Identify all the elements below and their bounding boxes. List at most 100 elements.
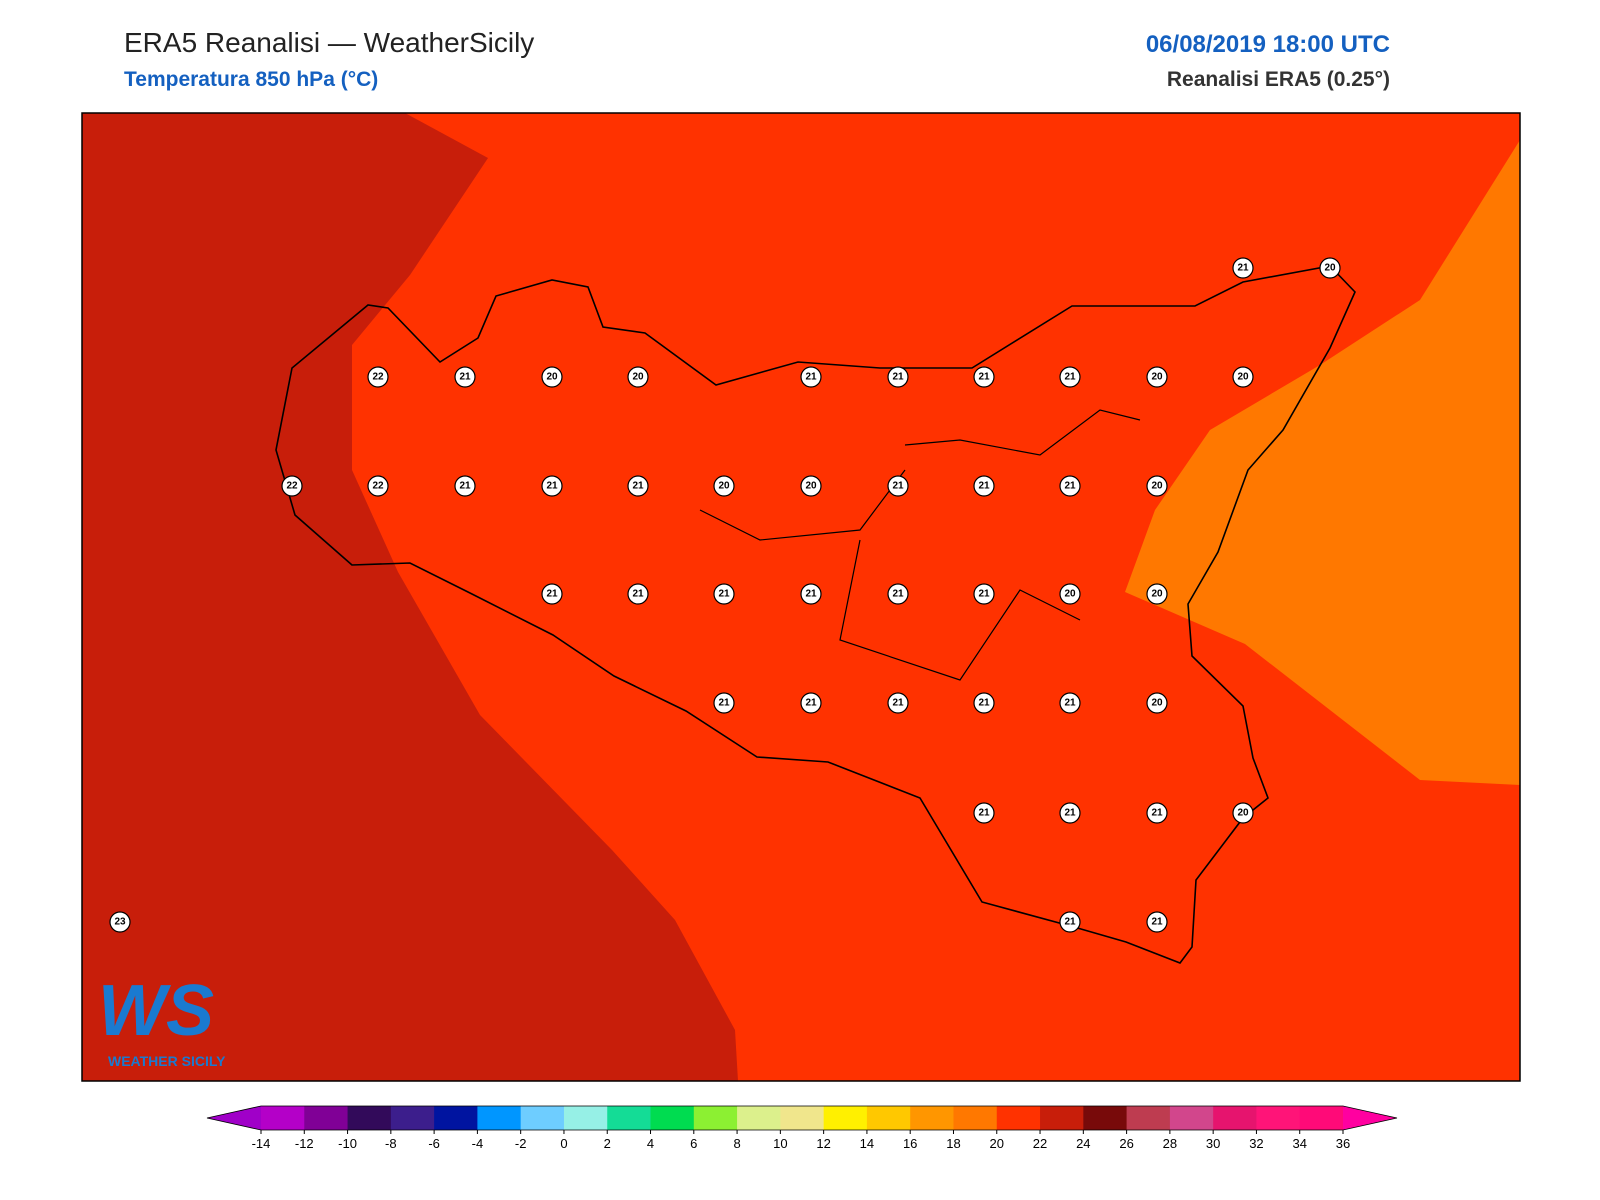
station-marker — [887, 475, 909, 497]
colorbar-tick-label: 32 — [1249, 1136, 1263, 1151]
datetime: 06/08/2019 18:00 UTC — [1146, 31, 1390, 58]
station: 20 — [713, 475, 735, 497]
station-marker — [1059, 911, 1081, 933]
map: 21 20 22 21 20 20 21 21 21 21 20 20 22 22 21 21 21 20 20 21… — [81, 112, 1521, 1082]
station-value: 20 — [1064, 589, 1076, 600]
station-marker — [1146, 802, 1168, 824]
colorbar-bin — [607, 1106, 652, 1130]
colorbar-bin — [996, 1106, 1041, 1130]
station-value: 21 — [978, 589, 990, 600]
station-value: 21 — [978, 372, 990, 383]
colorbar-bin — [477, 1106, 522, 1130]
station: 20 — [1232, 802, 1254, 824]
map-frame — [81, 112, 1521, 1082]
station-marker — [887, 366, 909, 388]
colorbar-bin — [737, 1106, 781, 1130]
station-marker — [1059, 583, 1081, 605]
station-value: 21 — [978, 698, 990, 709]
station-value: 20 — [632, 372, 644, 383]
colorbar-over — [1343, 1106, 1397, 1130]
colorbar-tick-label: 34 — [1292, 1136, 1306, 1151]
station-marker — [1059, 475, 1081, 497]
station-marker — [713, 583, 735, 605]
station-marker — [887, 692, 909, 714]
station: 21 — [973, 692, 995, 714]
logo-caption: WEATHER SICILY — [108, 1053, 226, 1069]
station-value: 21 — [1064, 698, 1076, 709]
zone-dark-red — [82, 113, 738, 1081]
logo-mark: WS — [98, 971, 214, 1051]
station: 21 — [887, 366, 909, 388]
station-marker — [973, 802, 995, 824]
station-marker — [1059, 366, 1081, 388]
station: 20 — [1146, 475, 1168, 497]
colorbar-tick-label: 24 — [1076, 1136, 1090, 1151]
colorbar-tick-label: 14 — [860, 1136, 874, 1151]
station-value: 21 — [892, 589, 904, 600]
colorbar-bin — [1126, 1106, 1171, 1130]
zone-orange — [1125, 140, 1520, 785]
source: Reanalisi ERA5 (0.25°) — [1167, 68, 1390, 91]
station: 20 — [1146, 366, 1168, 388]
station-marker — [454, 366, 476, 388]
colorbar-tick-label: 10 — [773, 1136, 787, 1151]
station: 21 — [1059, 802, 1081, 824]
station-value: 21 — [546, 589, 558, 600]
station-marker — [973, 475, 995, 497]
station-value: 20 — [1151, 481, 1163, 492]
colorbar-tick-label: -4 — [472, 1136, 484, 1151]
station-value: 21 — [805, 589, 817, 600]
station-value: 20 — [1324, 263, 1336, 274]
station-marker — [541, 475, 563, 497]
colorbar-tick-label: -10 — [338, 1136, 357, 1151]
station-value: 21 — [459, 481, 471, 492]
borders — [699, 409, 1141, 681]
colorbar-bin — [953, 1106, 998, 1130]
colorbar-under — [207, 1106, 261, 1130]
station: 22 — [367, 366, 389, 388]
station-marker — [1146, 911, 1168, 933]
colorbar-tick-label: 22 — [1033, 1136, 1047, 1151]
station-marker — [800, 692, 822, 714]
station-value: 21 — [892, 372, 904, 383]
station-marker — [800, 583, 822, 605]
station-marker — [1146, 475, 1168, 497]
station-value: 21 — [1064, 481, 1076, 492]
colorbar-bin — [866, 1106, 911, 1130]
station: 20 — [541, 366, 563, 388]
station: 21 — [800, 366, 822, 388]
station-marker — [713, 692, 735, 714]
colorbar-tick-label: 36 — [1336, 1136, 1350, 1151]
station-value: 20 — [805, 481, 817, 492]
station: 20 — [1146, 583, 1168, 605]
station: 22 — [367, 475, 389, 497]
colorbar-bin — [1299, 1106, 1344, 1130]
station-value: 20 — [1237, 808, 1249, 819]
station: 20 — [1059, 583, 1081, 605]
station: 21 — [800, 583, 822, 605]
station-marker — [1146, 583, 1168, 605]
station: 21 — [1232, 257, 1254, 279]
station: 22 — [281, 475, 303, 497]
colorbar-bin — [304, 1106, 349, 1130]
station-marker — [541, 583, 563, 605]
colorbar-tick-label: 26 — [1119, 1136, 1133, 1151]
station-value: 21 — [1151, 808, 1163, 819]
station-value: 20 — [1151, 589, 1163, 600]
colorbar-tick-label: 16 — [903, 1136, 917, 1151]
colorbar-tick-label: 6 — [690, 1136, 697, 1151]
station-marker — [1232, 257, 1254, 279]
colorbar-bin — [261, 1106, 305, 1130]
colorbar-bin — [780, 1106, 825, 1130]
colorbar-bin — [1256, 1106, 1301, 1130]
station: 21 — [973, 475, 995, 497]
station-value: 21 — [1064, 917, 1076, 928]
station-marker — [800, 475, 822, 497]
station-marker — [281, 475, 303, 497]
colorbar-tick-label: 18 — [946, 1136, 960, 1151]
station-value: 21 — [718, 698, 730, 709]
colorbar-tick-label: -6 — [428, 1136, 440, 1151]
station: 20 — [627, 366, 649, 388]
colorbar-bin — [1040, 1106, 1084, 1130]
